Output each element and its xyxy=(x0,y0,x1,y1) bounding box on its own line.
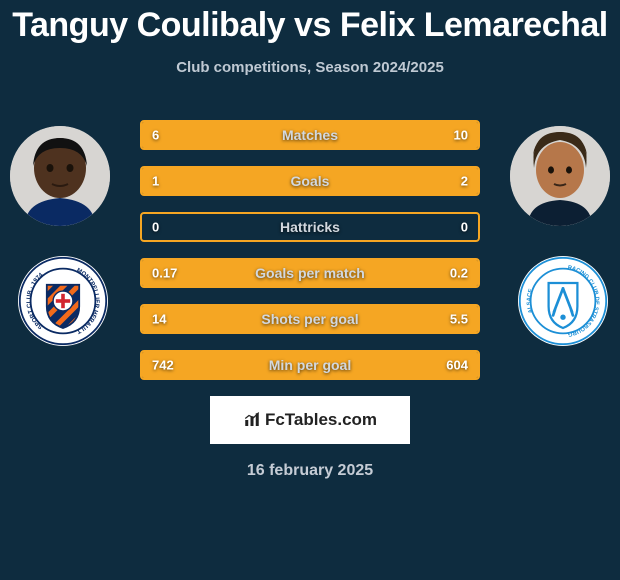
stat-label: Goals per match xyxy=(255,265,365,281)
stat-label: Min per goal xyxy=(269,357,351,373)
stats-icon xyxy=(243,411,261,429)
stat-value-left: 0.17 xyxy=(152,266,177,281)
player1-avatar xyxy=(10,126,110,226)
stat-value-right: 10 xyxy=(454,128,468,143)
player2-club-logo: RACING CLUB DE STRASBOURG ALSACE xyxy=(518,256,608,346)
stat-label: Matches xyxy=(282,127,338,143)
stat-label: Shots per goal xyxy=(261,311,358,327)
stat-row: 742 Min per goal 604 xyxy=(140,350,480,380)
player1-club-logo: MONTPELLIER HERAULT SPORT CLUB · 1974 xyxy=(18,256,108,346)
title-player2: Felix Lemarechal xyxy=(340,6,608,44)
stat-bars: 6 Matches 10 1 Goals 2 0 Hattricks 0 0.17 Goals pe… xyxy=(140,116,480,380)
stat-fill-left xyxy=(142,122,268,148)
comparison-title: Tanguy Coulibaly vs Felix Lemarechal xyxy=(0,0,620,45)
title-player1: Tanguy Coulibaly xyxy=(12,6,285,44)
player2-avatar xyxy=(510,126,610,226)
stat-value-left: 1 xyxy=(152,174,159,189)
stat-value-left: 0 xyxy=(152,220,159,235)
player2-portrait-icon xyxy=(510,126,610,226)
stat-value-left: 14 xyxy=(152,312,166,327)
stat-row: 0 Hattricks 0 xyxy=(140,212,480,242)
stat-value-left: 742 xyxy=(152,358,174,373)
stat-value-right: 604 xyxy=(446,358,468,373)
montpellier-crest-icon: MONTPELLIER HERAULT SPORT CLUB · 1974 xyxy=(18,256,108,346)
stat-value-right: 0 xyxy=(461,220,468,235)
subtitle: Club competitions, Season 2024/2025 xyxy=(0,59,620,76)
stat-fill-right xyxy=(254,168,478,194)
stat-value-left: 6 xyxy=(152,128,159,143)
stat-row: 14 Shots per goal 5.5 xyxy=(140,304,480,334)
stat-value-right: 5.5 xyxy=(450,312,468,327)
date-footer: 16 february 2025 xyxy=(0,462,620,480)
title-vs: vs xyxy=(294,6,331,44)
comparison-content: MONTPELLIER HERAULT SPORT CLUB · 1974 xyxy=(0,116,620,380)
stat-value-right: 0.2 xyxy=(450,266,468,281)
stat-row: 0.17 Goals per match 0.2 xyxy=(140,258,480,288)
player1-portrait-icon xyxy=(10,126,110,226)
stat-value-right: 2 xyxy=(461,174,468,189)
stat-label: Goals xyxy=(291,173,330,189)
brand-box: FcTables.com xyxy=(210,396,410,444)
stat-row: 6 Matches 10 xyxy=(140,120,480,150)
brand-text: FcTables.com xyxy=(265,410,377,430)
strasbourg-crest-icon: RACING CLUB DE STRASBOURG ALSACE xyxy=(518,256,608,346)
stat-row: 1 Goals 2 xyxy=(140,166,480,196)
stat-label: Hattricks xyxy=(280,219,340,235)
